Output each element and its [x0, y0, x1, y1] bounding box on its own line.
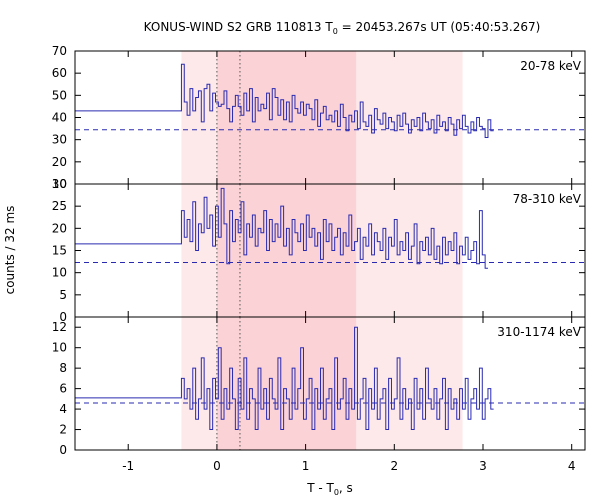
y-tick-label: 20 — [52, 155, 67, 169]
x-tick-label: 2 — [390, 459, 398, 473]
x-axis-label: T - T0, s — [306, 481, 353, 497]
y-tick-label: 2 — [59, 423, 67, 437]
y-tick-label: 20 — [52, 221, 67, 235]
y-tick-label: 40 — [52, 111, 67, 125]
y-tick-label: 5 — [59, 288, 67, 302]
light-curve-series — [75, 326, 494, 431]
x-tick-label: 0 — [213, 459, 221, 473]
y-tick-label: 0 — [59, 310, 67, 324]
x-tick-label: -1 — [122, 459, 134, 473]
x-axis: -1 0 1 2 3 4 — [122, 459, 575, 473]
y-tick-label: 60 — [52, 66, 67, 80]
energy-band-label: 20-78 keV — [520, 59, 582, 73]
y-tick-label: 6 — [59, 382, 67, 396]
light-curve-series — [75, 187, 488, 269]
y-tick-label: 10 — [52, 266, 67, 280]
y-axis-label: counts / 32 ms — [3, 206, 17, 295]
x-tick-label: 1 — [302, 459, 310, 473]
energy-band-label: 78-310 keV — [513, 192, 582, 206]
y-tick-label: 50 — [52, 88, 67, 102]
x-tick-label: 3 — [479, 459, 487, 473]
y-tick-label: 4 — [59, 402, 67, 416]
y-tick-label: 10 — [52, 341, 67, 355]
y-tick-label: 8 — [59, 361, 67, 375]
y-tick-label: 70 — [52, 44, 67, 58]
y-tick-label: 12 — [52, 320, 67, 334]
light-curve-series — [75, 63, 494, 138]
panel-2: 0 2 4 6 8 10 12 310-1174 keV — [52, 316, 586, 457]
y-tick-label: 10 — [52, 177, 67, 191]
y-tick-label: 25 — [52, 199, 67, 213]
x-tick-label: 4 — [568, 459, 576, 473]
y-tick-label: 15 — [52, 244, 67, 258]
chart-title: KONUS-WIND S2 GRB 110813 T0 = 20453.267s… — [144, 20, 541, 36]
y-tick-label: 30 — [52, 133, 67, 147]
y-tick-label: 0 — [59, 443, 67, 457]
panel-frame — [74, 316, 586, 451]
y-tick-label: 30 — [52, 177, 67, 191]
energy-band-label: 310-1174 keV — [497, 325, 581, 339]
